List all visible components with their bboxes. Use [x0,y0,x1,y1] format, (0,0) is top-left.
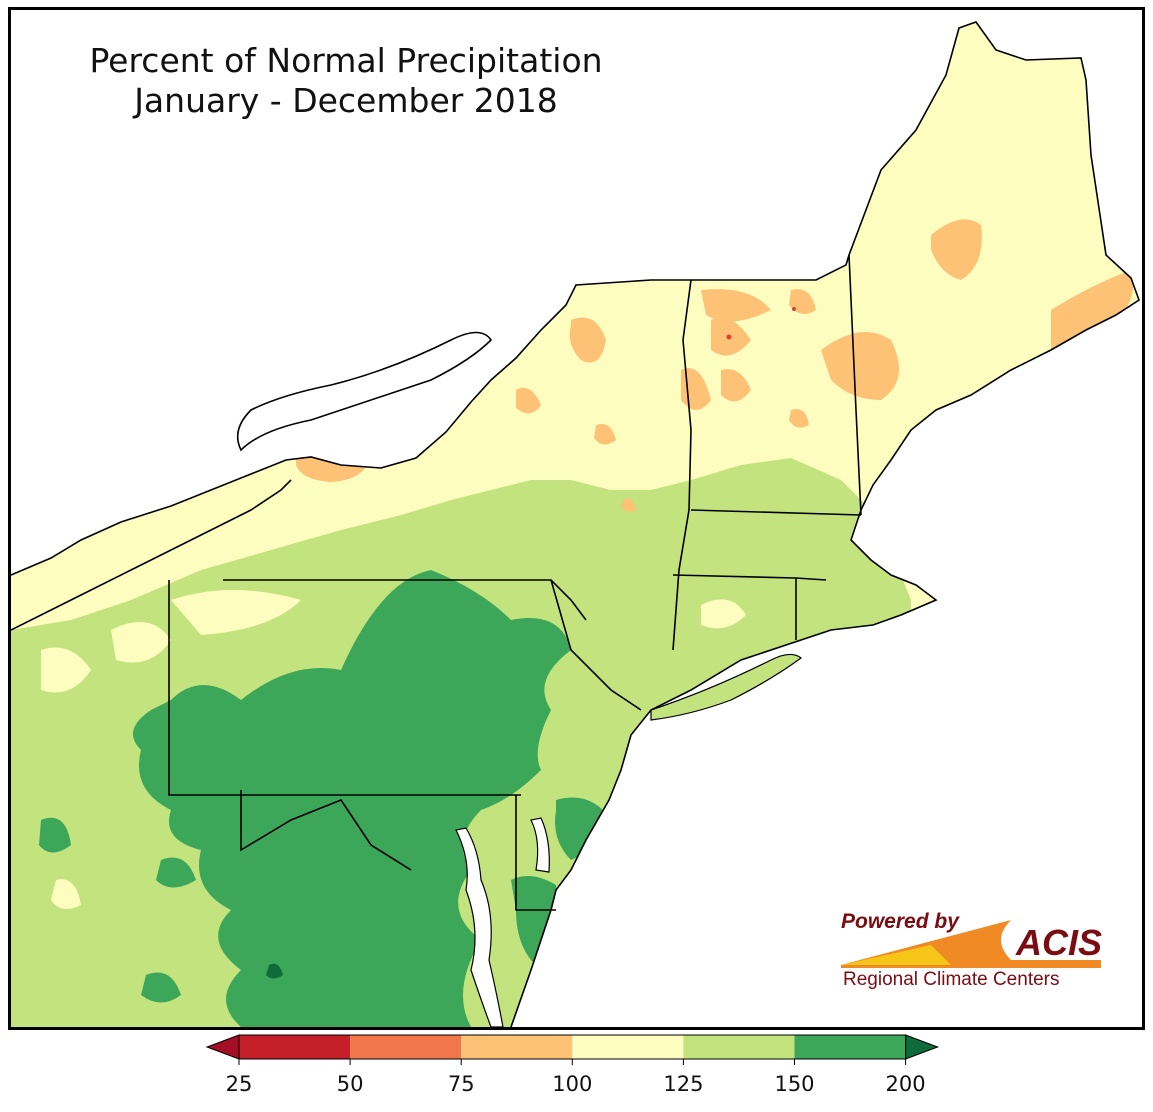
map-frame: Powered by ACIS Regional Climate Centers… [8,7,1145,1030]
legend-bins [205,1034,940,1060]
logo-acis-text: ACIS [1015,922,1102,963]
legend-over-arrow [905,1034,940,1060]
legend-tick-label: 150 [774,1072,814,1096]
legend-bin [683,1035,795,1059]
legend-tick-label: 50 [337,1072,364,1096]
legend-ticks: 25 50 75 100 125 150 200 [226,1059,926,1096]
legend-bin [794,1035,906,1059]
legend-tick-label: 125 [663,1072,703,1096]
color-legend: 25 50 75 100 125 150 200 [205,1034,940,1096]
legend-under-arrow [205,1034,240,1060]
legend-bin [350,1035,462,1059]
legend-bin [461,1035,573,1059]
legend-tick-label: 25 [226,1072,253,1096]
legend-tick-label: 200 [886,1072,926,1096]
precipitation-map: Powered by ACIS Regional Climate Centers [11,21,1140,1027]
acis-logo: Powered by ACIS Regional Climate Centers [841,910,1102,990]
legend-tick-label: 75 [448,1072,475,1096]
map-subtitle: January - December 2018 [134,81,558,120]
logo-powered-text: Powered by [841,910,960,933]
legend-tick-label: 100 [552,1072,592,1096]
legend-bin [239,1035,351,1059]
legend-bin [572,1035,684,1059]
map-title: Percent of Normal Precipitation [89,41,603,80]
logo-rcc-text: Regional Climate Centers [843,969,1060,990]
